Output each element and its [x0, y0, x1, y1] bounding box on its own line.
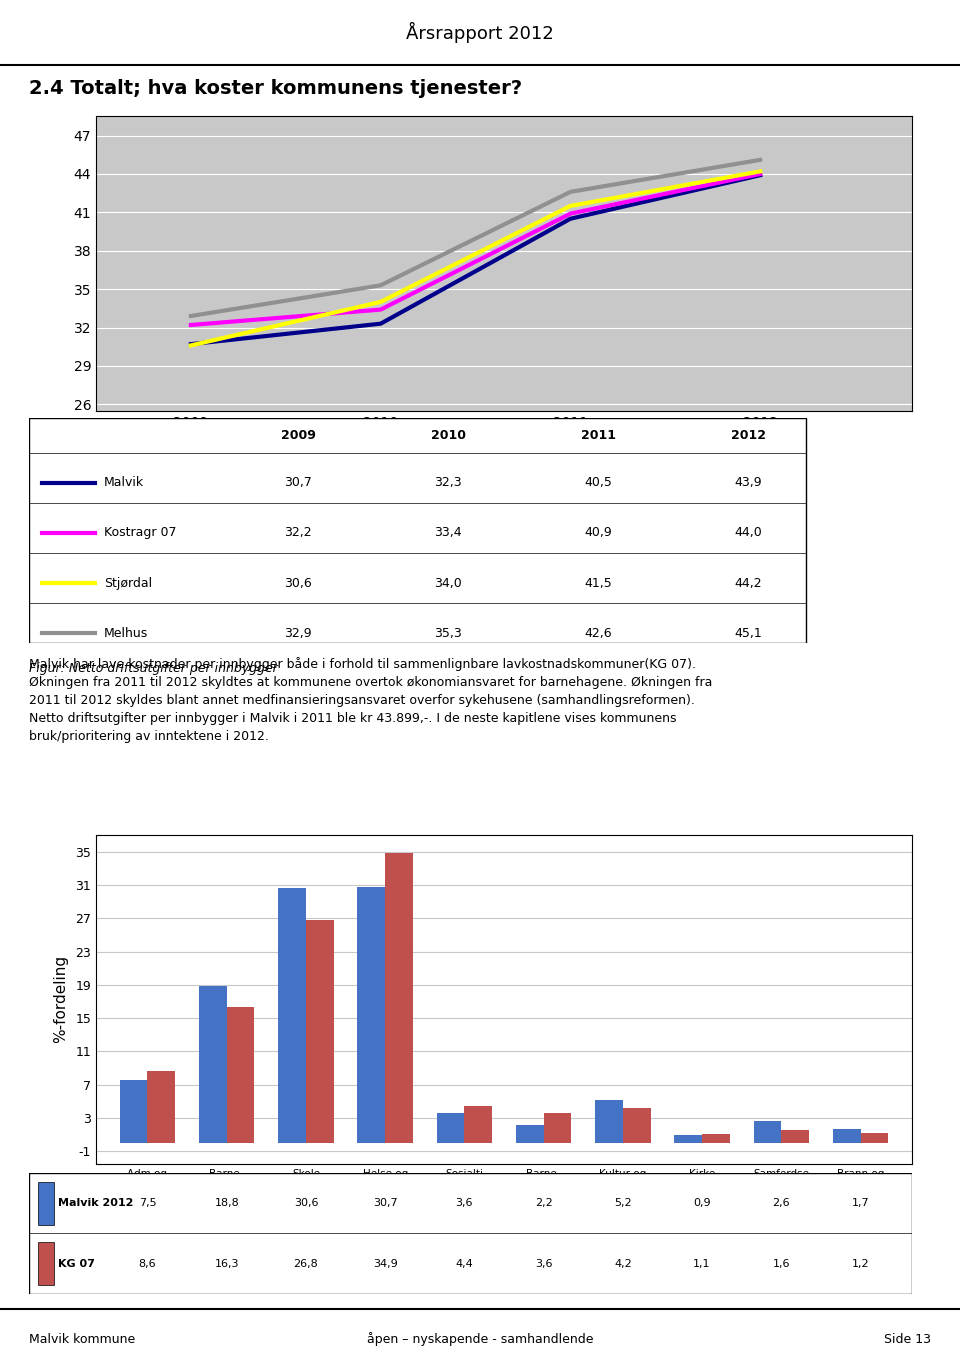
Text: 18,8: 18,8 — [214, 1198, 239, 1209]
Text: 2011: 2011 — [581, 428, 616, 442]
Bar — [674, 1135, 702, 1143]
Bar — [754, 1121, 781, 1143]
Text: 30,7: 30,7 — [284, 476, 312, 489]
Text: 42,6: 42,6 — [585, 627, 612, 639]
Text: 1,7: 1,7 — [852, 1198, 870, 1209]
Text: åpen – nyskapende - samhandlende: åpen – nyskapende - samhandlende — [367, 1332, 593, 1347]
Bar — [595, 1099, 623, 1143]
Y-axis label: %-fordeling: %-fordeling — [54, 956, 68, 1043]
Text: 1,2: 1,2 — [852, 1258, 870, 1269]
Bar — [227, 1008, 254, 1143]
Text: 3,6: 3,6 — [456, 1198, 473, 1209]
Bar — [437, 1113, 465, 1143]
Text: 32,2: 32,2 — [284, 527, 312, 539]
Bar — [278, 888, 306, 1143]
Bar — [29, 418, 806, 643]
Text: Malvik 2012: Malvik 2012 — [58, 1198, 133, 1209]
Text: 5,2: 5,2 — [614, 1198, 632, 1209]
Bar — [148, 1072, 176, 1143]
Bar — [120, 1080, 148, 1143]
Text: 16,3: 16,3 — [214, 1258, 239, 1269]
Text: 30,6: 30,6 — [294, 1198, 318, 1209]
Bar — [702, 1134, 730, 1143]
Text: Malvik kommune: Malvik kommune — [29, 1333, 135, 1346]
Bar — [860, 1134, 888, 1143]
Text: KG 07: KG 07 — [58, 1258, 95, 1269]
Text: 44,0: 44,0 — [734, 527, 762, 539]
Text: 43,9: 43,9 — [734, 476, 762, 489]
Text: 35,3: 35,3 — [435, 627, 462, 639]
Text: 30,7: 30,7 — [372, 1198, 397, 1209]
Bar — [37, 1181, 54, 1225]
Bar — [357, 887, 385, 1143]
Bar — [37, 1242, 54, 1285]
Text: 2012: 2012 — [732, 428, 766, 442]
Text: 26,8: 26,8 — [294, 1258, 319, 1269]
Bar — [199, 987, 227, 1143]
Text: 4,2: 4,2 — [614, 1258, 632, 1269]
Text: 8,6: 8,6 — [138, 1258, 156, 1269]
Text: 41,5: 41,5 — [585, 576, 612, 590]
Text: Malvik har lave kostnader per innbygger både i forhold til sammenlignbare lavkos: Malvik har lave kostnader per innbygger … — [29, 657, 712, 743]
Text: 7,5: 7,5 — [138, 1198, 156, 1209]
Text: Malvik: Malvik — [104, 476, 144, 489]
Text: 40,5: 40,5 — [585, 476, 612, 489]
Text: 44,2: 44,2 — [734, 576, 762, 590]
Text: Årsrapport 2012: Årsrapport 2012 — [406, 22, 554, 44]
Text: Stjørdal: Stjørdal — [104, 576, 152, 590]
Text: 34,0: 34,0 — [435, 576, 462, 590]
Text: 3,6: 3,6 — [535, 1258, 552, 1269]
Text: 0,9: 0,9 — [693, 1198, 710, 1209]
Bar — [832, 1128, 860, 1143]
Text: 2009: 2009 — [280, 428, 316, 442]
Text: 32,9: 32,9 — [284, 627, 312, 639]
Text: Side 13: Side 13 — [884, 1333, 931, 1346]
Text: 30,6: 30,6 — [284, 576, 312, 590]
Text: 40,9: 40,9 — [585, 527, 612, 539]
Text: 2,6: 2,6 — [773, 1198, 790, 1209]
Bar — [623, 1108, 651, 1143]
Text: 1,6: 1,6 — [773, 1258, 790, 1269]
Bar — [385, 853, 413, 1143]
Text: 2010: 2010 — [431, 428, 466, 442]
Text: 1,1: 1,1 — [693, 1258, 710, 1269]
Text: Figur: Netto driftsutgifter per innbygger: Figur: Netto driftsutgifter per innbygge… — [29, 661, 277, 675]
Bar — [543, 1113, 571, 1143]
Text: 2.4 Totalt; hva koster kommunens tjenester?: 2.4 Totalt; hva koster kommunens tjenest… — [29, 79, 522, 99]
Text: 34,9: 34,9 — [372, 1258, 397, 1269]
Bar — [516, 1124, 543, 1143]
Text: 2,2: 2,2 — [535, 1198, 553, 1209]
Bar — [306, 920, 334, 1143]
Text: Melhus: Melhus — [104, 627, 148, 639]
Bar — [781, 1129, 809, 1143]
Bar — [465, 1106, 492, 1143]
Text: 32,3: 32,3 — [435, 476, 462, 489]
Text: 33,4: 33,4 — [435, 527, 462, 539]
Text: Kostragr 07: Kostragr 07 — [104, 527, 177, 539]
Text: 4,4: 4,4 — [455, 1258, 473, 1269]
Text: 45,1: 45,1 — [734, 627, 762, 639]
